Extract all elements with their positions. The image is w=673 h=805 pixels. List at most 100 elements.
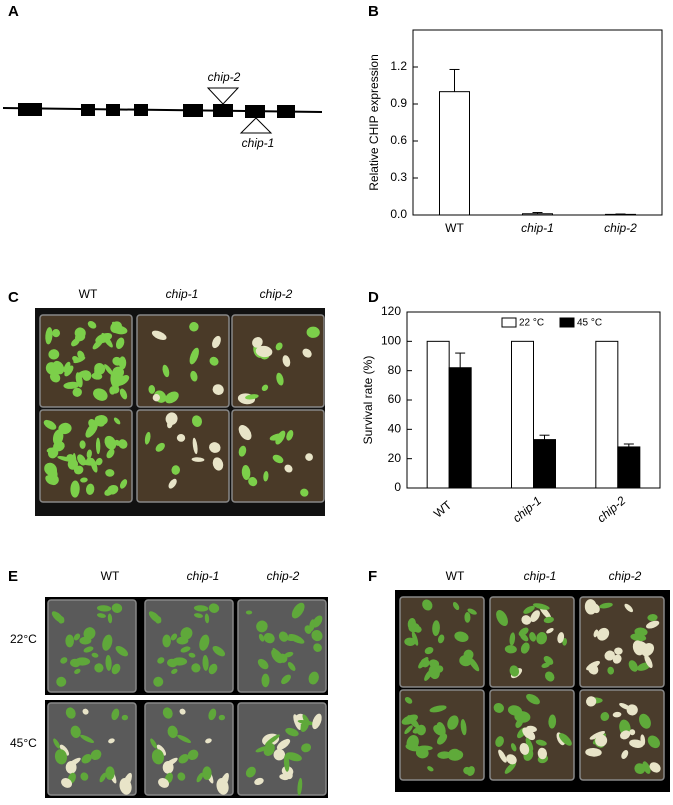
leaf [519,742,530,755]
leaf [619,730,631,740]
leaf [193,605,209,612]
leaf [187,749,199,761]
leaf [255,345,273,358]
leaf [428,659,440,668]
photo-label: chip-2 [609,569,642,583]
leaf [641,643,655,657]
leaf [48,349,60,360]
leaf [148,385,156,394]
leaf [168,478,177,489]
leaf [151,330,167,340]
leaf [414,626,422,633]
panel-label: F [368,568,377,585]
insertion-triangle [239,117,273,134]
leaf [422,599,433,611]
leaf [106,448,115,459]
leaf [118,439,128,449]
leaf [305,453,313,461]
leaf [171,668,178,674]
leaf [437,733,448,745]
leaf [254,777,264,786]
x-tick-label: chip-2 [594,493,628,525]
leaf [191,663,201,673]
leaf [522,727,536,741]
leaf [158,778,170,788]
leaf [46,447,53,453]
row-label: 22°C [10,632,37,646]
leaf [546,628,554,634]
leaf [73,633,81,641]
leaf [283,754,290,772]
row-label: 45°C [10,736,37,750]
leaf [536,632,547,645]
leaf [46,467,57,477]
leaf [649,762,661,773]
leaf [405,743,421,752]
leaf [119,778,132,795]
leaf [212,384,224,395]
x-tick-label: WT [431,498,455,521]
bar [533,439,556,489]
leaf [43,419,57,430]
leaf [548,714,557,729]
y-tick-label: 60 [388,392,402,406]
leaf [612,654,622,664]
leaf [92,338,104,350]
leaf [156,744,166,756]
leaf [607,666,615,675]
leaf [191,415,203,427]
leaf [107,613,113,624]
leaf [87,321,97,329]
leaf [468,656,480,672]
leaf [148,611,162,624]
leaf [209,356,219,366]
leaf [523,605,535,614]
leaf [90,749,102,761]
leaf [96,605,112,612]
leaf [628,660,638,672]
leaf [275,430,286,445]
leaf [52,429,64,446]
x-tick-label: WT [445,221,464,235]
leaf [105,469,115,477]
leaf [276,738,291,750]
leaf [176,434,186,442]
leaf [196,772,204,783]
leaf [632,640,645,656]
leaf [286,771,293,780]
leaf [619,703,631,710]
leaf [293,714,302,730]
leaf [284,464,293,473]
bar [617,446,641,489]
leaf [624,603,634,613]
leaf [101,332,113,348]
leaf [241,465,251,481]
leaf [285,752,302,762]
photo-label: chip-1 [166,287,199,301]
leaf [208,603,220,613]
leaf [208,663,218,675]
leaf [245,610,253,615]
leaf [427,766,434,772]
leaf [79,636,92,645]
leaf [278,631,289,642]
leaf [105,766,115,780]
photo-label: chip-1 [187,569,220,583]
leaf [297,777,303,796]
leaf [74,327,86,339]
leaf [287,661,296,671]
leaf [79,440,86,449]
leaf [498,749,507,763]
leaf [94,663,104,673]
leaf [454,631,469,642]
leaf [252,337,263,348]
leaf [202,655,209,671]
exon [213,104,233,117]
photo-label: WT [101,569,120,583]
leaf [558,733,572,746]
leaf [585,747,602,757]
leaf [45,475,56,485]
leaf [589,731,606,740]
leaf [261,673,270,688]
leaf [432,620,440,637]
